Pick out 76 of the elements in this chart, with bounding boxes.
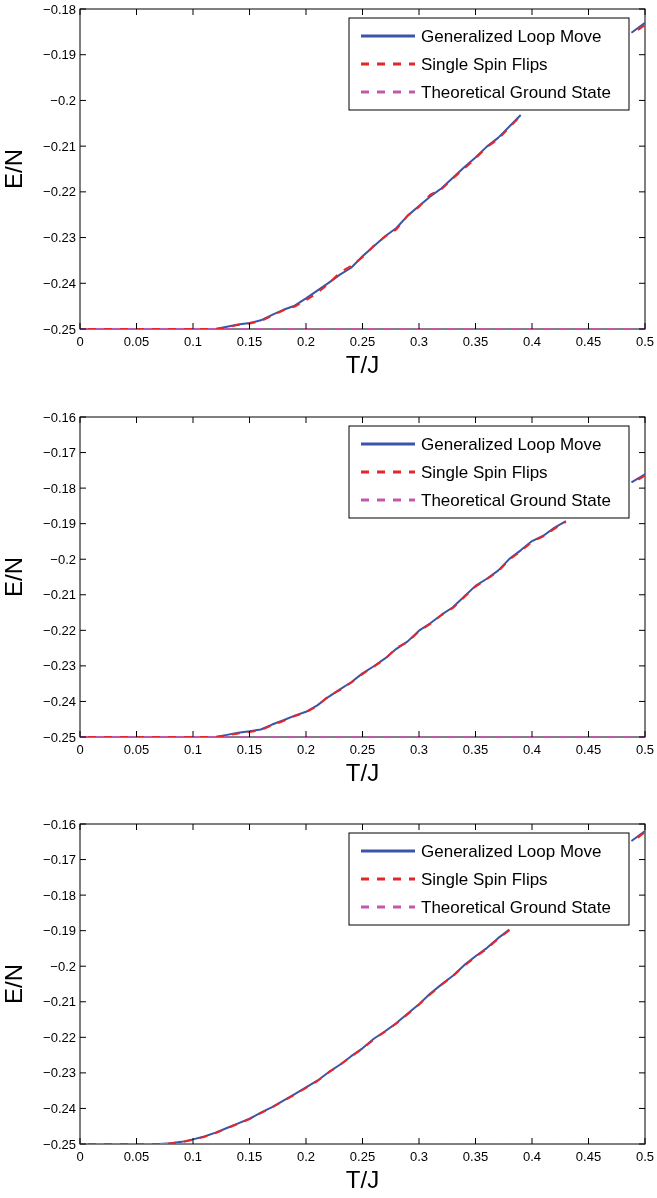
x-tick-label: 0.1 — [183, 334, 203, 349]
x-tick-label: 0.3 — [409, 742, 429, 757]
x-tick-label: 0 — [76, 742, 84, 757]
x-tick-label: 0.45 — [575, 1149, 602, 1164]
legend-label: Single Spin Flips — [421, 869, 548, 889]
x-tick-label: 0.45 — [575, 334, 602, 349]
x-tick-label: 0.4 — [522, 1149, 542, 1164]
x-tick-label: 0.1 — [183, 1149, 203, 1164]
x-tick-label: 0 — [76, 334, 84, 349]
x-tick-label: 0.05 — [123, 334, 150, 349]
y-tick-label: −0.17 — [43, 445, 76, 461]
x-tick-label: 0.35 — [462, 1149, 489, 1164]
x-tick-label: 0.2 — [296, 742, 316, 757]
x-tick-label: 0.25 — [349, 334, 376, 349]
x-axis-title: T/J — [345, 759, 380, 786]
legend-label: Theoretical Ground State — [421, 490, 611, 510]
y-tick-label: −0.22 — [43, 184, 76, 200]
x-tick-label: 0 — [76, 1149, 84, 1164]
x-tick-label: 0.2 — [296, 334, 316, 349]
y-tick-label: −0.25 — [43, 321, 76, 337]
x-tick-label: 0.05 — [123, 742, 150, 757]
y-tick-label: −0.25 — [43, 1136, 76, 1152]
x-tick-label: 0.25 — [349, 742, 376, 757]
y-tick-label: −0.18 — [43, 480, 76, 496]
legend-label: Single Spin Flips — [421, 462, 548, 482]
y-tick-label: −0.24 — [43, 275, 76, 291]
y-tick-label: −0.23 — [43, 1065, 76, 1081]
legend-label: Theoretical Ground State — [421, 82, 611, 102]
y-tick-label: −0.2 — [50, 551, 76, 567]
y-tick-label: −0.22 — [43, 622, 76, 638]
legend-label: Generalized Loop Move — [421, 26, 602, 46]
x-tick-label: 0.5 — [635, 1149, 655, 1164]
y-axis-title: E/N — [0, 148, 27, 190]
x-tick-label: 0.35 — [462, 334, 489, 349]
y-tick-label: −0.21 — [43, 587, 76, 603]
y-tick-label: −0.2 — [50, 92, 76, 108]
x-axis-title: T/J — [345, 351, 380, 378]
y-tick-label: −0.24 — [43, 693, 76, 709]
x-tick-label: 0.05 — [123, 1149, 150, 1164]
y-tick-label: −0.23 — [43, 230, 76, 246]
x-tick-label: 0.35 — [462, 742, 489, 757]
y-tick-label: −0.16 — [43, 409, 76, 425]
y-tick-label: −0.21 — [43, 994, 76, 1010]
x-tick-label: 0.1 — [183, 742, 203, 757]
legend-label: Generalized Loop Move — [421, 841, 602, 861]
y-tick-label: −0.18 — [43, 887, 76, 903]
y-tick-label: −0.17 — [43, 852, 76, 868]
y-tick-label: −0.19 — [43, 47, 76, 63]
x-tick-label: 0.4 — [522, 742, 542, 757]
legend-label: Single Spin Flips — [421, 54, 548, 74]
y-tick-label: −0.16 — [43, 816, 76, 832]
x-tick-label: 0.5 — [635, 334, 655, 349]
y-axis-title: E/N — [0, 556, 27, 598]
x-tick-label: 0.15 — [236, 742, 263, 757]
x-tick-label: 0.5 — [635, 742, 655, 757]
x-tick-label: 0.4 — [522, 334, 542, 349]
y-tick-label: −0.19 — [43, 516, 76, 532]
x-tick-label: 0.45 — [575, 742, 602, 757]
x-tick-label: 0.25 — [349, 1149, 376, 1164]
y-tick-label: −0.21 — [43, 138, 76, 154]
x-axis-title: T/J — [345, 1166, 380, 1193]
x-tick-label: 0.15 — [236, 334, 263, 349]
y-axis-title: E/N — [0, 963, 27, 1005]
x-tick-label: 0.15 — [236, 1149, 263, 1164]
y-tick-label: −0.19 — [43, 923, 76, 939]
y-tick-label: −0.24 — [43, 1100, 76, 1116]
y-tick-label: −0.25 — [43, 729, 76, 745]
x-tick-label: 0.3 — [409, 334, 429, 349]
x-tick-label: 0.3 — [409, 1149, 429, 1164]
legend-label: Theoretical Ground State — [421, 897, 611, 917]
legend-label: Generalized Loop Move — [421, 434, 602, 454]
y-tick-label: −0.2 — [50, 958, 76, 974]
y-tick-label: −0.18 — [43, 1, 76, 17]
x-tick-label: 0.2 — [296, 1149, 316, 1164]
y-tick-label: −0.23 — [43, 658, 76, 674]
y-tick-label: −0.22 — [43, 1029, 76, 1045]
